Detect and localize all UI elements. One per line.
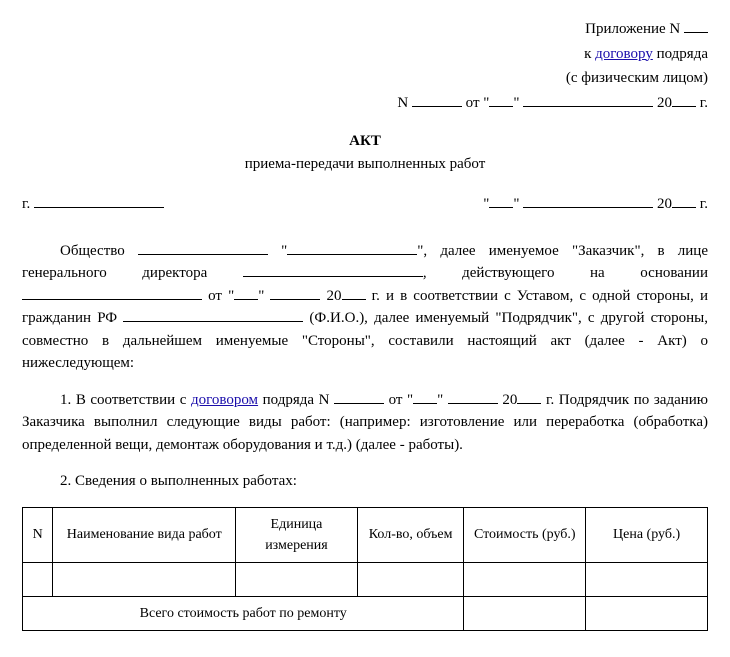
basis-month-blank — [270, 285, 320, 300]
doc-title-line2: приема-передачи выполненных работ — [22, 153, 708, 176]
basis-year-blank — [342, 285, 366, 300]
col-price: Цена (руб.) — [586, 507, 708, 562]
c1-year-blank — [517, 389, 541, 404]
col-unit: Единица измерения — [236, 507, 358, 562]
citizen-fio-blank — [123, 307, 303, 322]
col-n: N — [23, 507, 53, 562]
c1-mid1: подряда N — [258, 392, 334, 408]
appendix-month-blank — [523, 92, 653, 107]
company-blank — [138, 240, 268, 255]
c1-mid2: от " — [384, 392, 413, 408]
appendix-n-blank — [412, 92, 462, 107]
appendix-dateline: N от "" 20 г. — [22, 92, 708, 115]
director-blank — [243, 262, 423, 277]
col-qty: Кол-во, объем — [357, 507, 464, 562]
basis-blank — [22, 285, 202, 300]
basis-day-blank — [234, 285, 258, 300]
appendix-year-suffix: г. — [700, 95, 708, 111]
appendix-contract-suffix: подряда — [653, 46, 708, 62]
appendix-party-note: (с физическим лицом) — [22, 67, 708, 90]
table-footer-price — [586, 596, 708, 630]
appendix-line2: к договору подряда — [22, 43, 708, 66]
cell-n — [23, 562, 53, 596]
table-footer-row: Всего стоимость работ по ремонту — [23, 596, 708, 630]
table-footer-cost — [464, 596, 586, 630]
col-cost: Стоимость (руб.) — [464, 507, 586, 562]
date-field: "" 20 г. — [483, 193, 708, 216]
cell-name — [53, 562, 236, 596]
appendix-n-prefix: N — [397, 95, 408, 111]
table-footer-label: Всего стоимость работ по ремонту — [23, 596, 464, 630]
cell-cost — [464, 562, 586, 596]
c1-mid4: 20 — [498, 392, 518, 408]
table-row — [23, 562, 708, 596]
city-blank — [34, 193, 164, 208]
date-month-blank — [523, 193, 653, 208]
c1-day-blank — [413, 389, 437, 404]
date-year-prefix: 20 — [657, 196, 672, 212]
clause-1: 1. В соответствии с договором подряда N … — [22, 389, 708, 457]
cell-unit — [236, 562, 358, 596]
c1-prefix: 1. В соответствии с — [60, 392, 191, 408]
p1f: 20 — [320, 288, 341, 304]
c1-n-blank — [334, 389, 384, 404]
c1-month-blank — [448, 389, 498, 404]
appendix-from: от — [466, 95, 480, 111]
p1e: " — [258, 288, 270, 304]
c1-mid3: " — [437, 392, 448, 408]
appendix-number-blank — [684, 18, 708, 33]
appendix-year-prefix: 20 — [657, 95, 672, 111]
city-field: г. — [22, 193, 164, 216]
clause-2: 2. Сведения о выполненных работах: — [22, 470, 708, 493]
appendix-day-blank — [489, 92, 513, 107]
date-year-blank — [672, 193, 696, 208]
preamble-paragraph: Общество "", далее именуемое "Заказчик",… — [22, 240, 708, 375]
date-year-suffix: г. — [700, 196, 708, 212]
p1c: , действующего на основании — [423, 265, 708, 281]
city-prefix: г. — [22, 196, 30, 212]
works-table: N Наименование вида работ Единица измере… — [22, 507, 708, 631]
contract-link-2[interactable]: договором — [191, 392, 258, 408]
doc-title-line1: АКТ — [22, 130, 708, 153]
cell-qty — [357, 562, 464, 596]
appendix-contract-prefix: к — [584, 46, 595, 62]
cell-price — [586, 562, 708, 596]
p1d: от " — [202, 288, 234, 304]
company-name-blank — [287, 240, 417, 255]
appendix-label: Приложение N — [585, 21, 680, 37]
table-header-row: N Наименование вида работ Единица измере… — [23, 507, 708, 562]
city-date-row: г. "" 20 г. — [22, 193, 708, 216]
contract-link[interactable]: договору — [595, 46, 653, 62]
appendix-year-blank — [672, 92, 696, 107]
appendix-line1: Приложение N — [22, 18, 708, 41]
col-name: Наименование вида работ — [53, 507, 236, 562]
p1a: Общество — [60, 243, 138, 259]
appendix-block: Приложение N к договору подряда (с физич… — [22, 18, 708, 114]
date-day-blank — [489, 193, 513, 208]
